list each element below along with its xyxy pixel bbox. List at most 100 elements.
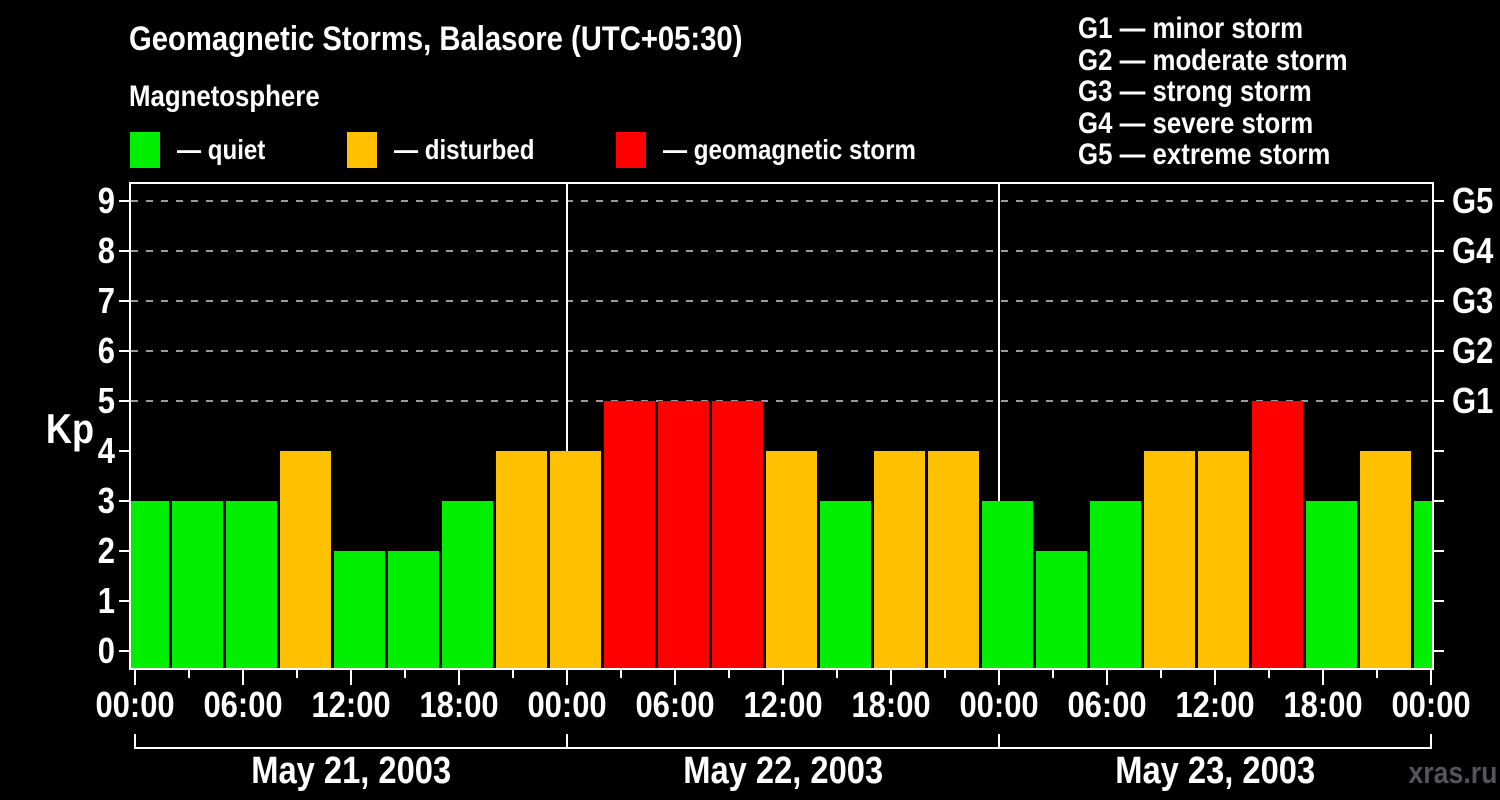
x-axis-tick-label: 00:00 — [929, 684, 1069, 725]
y-axis-tick-label-text: 5 — [97, 380, 115, 421]
gridline-kp-7 — [131, 300, 1432, 302]
x-axis-tick — [1430, 670, 1432, 685]
x-axis-tick — [836, 670, 838, 678]
g-scale-label-text: G2 — [1452, 330, 1494, 371]
kp-bar-3 — [1414, 501, 1432, 668]
x-axis-tick — [1268, 670, 1270, 678]
x-axis-tick — [1052, 670, 1054, 678]
y-axis-tick — [119, 450, 129, 452]
x-axis-tick — [944, 670, 946, 678]
g-scale-label-text: G1 — [1452, 380, 1494, 421]
gridline-kp-8 — [131, 250, 1432, 252]
y-axis-tick-label-text: 7 — [97, 280, 115, 321]
x-axis-tick — [1322, 670, 1324, 685]
x-axis-tick — [998, 670, 1000, 685]
right-axis-tick — [1434, 500, 1444, 502]
date-label: May 22, 2003 — [567, 750, 999, 792]
x-axis-tick — [782, 670, 784, 685]
y-axis-tick-label-text: 4 — [97, 430, 115, 471]
y-axis-tick-label: 7 — [55, 282, 115, 320]
kp-bar-3 — [1306, 501, 1357, 668]
y-axis-tick-label: 1 — [55, 582, 115, 620]
x-axis-tick-label-text: 06:00 — [203, 684, 283, 725]
x-axis-tick — [458, 670, 460, 685]
x-axis-tick — [350, 670, 352, 685]
legend-label-quiet: — quiet — [177, 133, 266, 165]
y-axis-tick — [119, 500, 129, 502]
storm-scale-line-g3: G3 — strong storm — [1078, 75, 1312, 108]
x-axis-tick-label: 06:00 — [605, 687, 745, 723]
kp-bar-3 — [1090, 501, 1141, 668]
kp-bar-4 — [496, 451, 547, 668]
x-axis-tick — [512, 670, 514, 678]
right-axis-tick — [1434, 400, 1444, 402]
legend-label-storm: — geomagnetic storm — [663, 133, 916, 165]
x-axis-tick-label: 18:00 — [1253, 687, 1393, 723]
y-axis-tick-label: 4 — [55, 432, 115, 470]
kp-bar-2 — [388, 551, 439, 668]
chart-subtitle-text: Magnetosphere — [129, 80, 320, 113]
y-axis-tick-label: 0 — [55, 632, 115, 670]
x-axis-tick-label-text: 00:00 — [959, 684, 1039, 725]
x-axis-tick-label-text: 12:00 — [311, 684, 391, 725]
y-axis-tick-label: 3 — [55, 482, 115, 520]
x-axis-tick — [890, 670, 892, 685]
date-label-text: May 22, 2003 — [683, 750, 883, 792]
date-label-text: May 21, 2003 — [251, 750, 451, 792]
kp-bar-5 — [604, 401, 655, 668]
storm-scale-line-g5: G5 — extreme storm — [1078, 138, 1331, 171]
y-axis-tick — [119, 400, 129, 402]
quiet-color-swatch — [130, 131, 160, 168]
x-axis-tick — [1376, 670, 1378, 678]
right-axis-tick — [1434, 450, 1444, 452]
x-axis-tick-label-text: 06:00 — [1067, 684, 1147, 725]
date-bracket-line — [134, 747, 1432, 749]
g-scale-label: G2 — [1452, 332, 1500, 370]
kp-bar-2 — [1036, 551, 1087, 668]
kp-bar-2 — [334, 551, 385, 668]
gridline-kp-9 — [131, 200, 1432, 202]
y-axis-tick-label: 5 — [55, 382, 115, 420]
x-axis-tick-label: 12:00 — [281, 684, 421, 725]
y-axis-tick-label: 6 — [55, 332, 115, 370]
storm-scale-legend: G1 — minor storm G2 — moderate storm G3 … — [1078, 13, 1391, 171]
date-label: May 23, 2003 — [999, 752, 1431, 790]
legend-item-disturbed: — disturbed — [347, 131, 557, 168]
right-axis-tick — [1434, 600, 1444, 602]
x-axis-tick-label-text: 12:00 — [1175, 684, 1255, 725]
storm-color-swatch — [616, 131, 646, 168]
x-axis-tick — [242, 670, 244, 685]
date-label: May 21, 2003 — [135, 750, 567, 792]
kp-bar-5 — [712, 401, 763, 668]
y-axis-tick — [119, 650, 129, 652]
kp-bar-3 — [226, 501, 277, 668]
kp-axis-label: Kp — [45, 405, 95, 452]
x-axis-tick — [566, 670, 568, 685]
kp-bar-3 — [442, 501, 493, 668]
y-axis-tick — [119, 600, 129, 602]
right-axis-tick — [1434, 300, 1444, 302]
right-axis-tick — [1434, 250, 1444, 252]
x-axis-tick-label: 06:00 — [173, 684, 313, 725]
g-scale-label-text: G3 — [1452, 280, 1494, 321]
y-axis-tick-label-text: 1 — [97, 580, 115, 621]
kp-bar-4 — [280, 451, 331, 668]
y-axis-tick-label-text: 8 — [97, 230, 115, 271]
gridline-kp-5 — [131, 400, 1432, 402]
watermark: xras.ru — [1408, 755, 1497, 790]
x-axis-tick — [134, 670, 136, 685]
x-axis-tick — [188, 670, 190, 678]
x-axis-tick-label-text: 00:00 — [527, 684, 607, 725]
g-scale-label: G4 — [1452, 232, 1500, 270]
y-axis-tick-label: 8 — [55, 232, 115, 270]
x-axis-tick-label: 12:00 — [713, 687, 853, 723]
right-axis-tick — [1434, 650, 1444, 652]
day-boundary-line — [566, 184, 568, 668]
kp-bar-4 — [874, 451, 925, 668]
legend-label-disturbed: — disturbed — [394, 133, 535, 165]
g-scale-label: G3 — [1452, 282, 1500, 320]
legend-item-quiet: — quiet — [130, 131, 280, 168]
kp-bar-4 — [1360, 451, 1411, 668]
kp-bar-5 — [658, 401, 709, 668]
